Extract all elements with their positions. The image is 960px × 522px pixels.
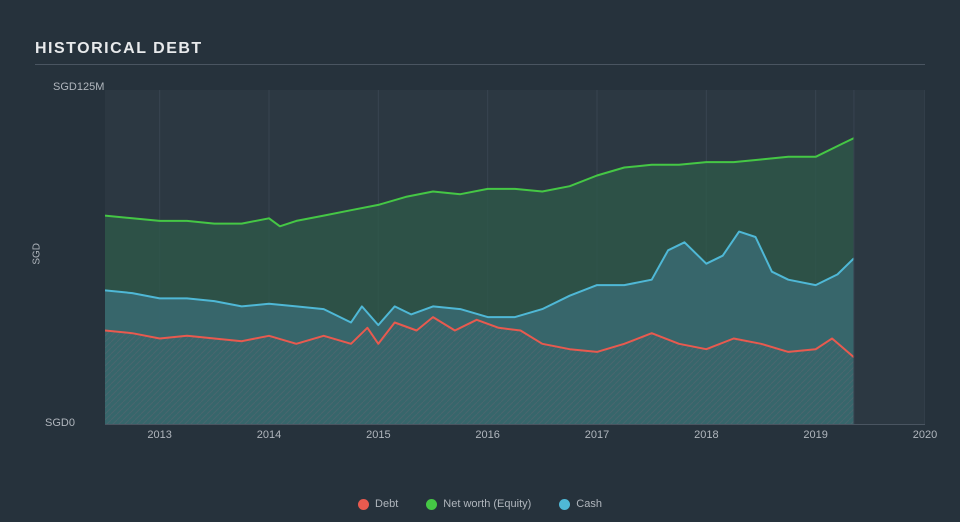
plot-area <box>105 90 925 425</box>
legend: Debt Net worth (Equity) Cash <box>0 498 960 510</box>
legend-item[interactable]: Net worth (Equity) <box>426 498 531 510</box>
legend-label: Debt <box>375 498 398 510</box>
x-tick: 2013 <box>147 429 171 441</box>
legend-item[interactable]: Debt <box>358 498 398 510</box>
x-ticks: 20132014201520162017201820192020 <box>105 429 925 447</box>
x-tick: 2016 <box>475 429 499 441</box>
legend-swatch <box>426 499 437 510</box>
chart-container: HISTORICAL DEBT SGD125M SGD0 SGD 2013 201… <box>0 0 960 522</box>
y-tick-top: SGD125M <box>53 81 104 93</box>
x-tick: 2017 <box>585 429 609 441</box>
chart-title: HISTORICAL DEBT <box>35 40 925 58</box>
x-tick: 2014 <box>257 429 281 441</box>
legend-label: Cash <box>576 498 602 510</box>
x-tick: 2019 <box>803 429 827 441</box>
legend-item[interactable]: Cash <box>559 498 602 510</box>
x-tick: 2015 <box>366 429 390 441</box>
title-divider <box>35 64 925 65</box>
chart-svg <box>105 90 925 424</box>
legend-label: Net worth (Equity) <box>443 498 531 510</box>
legend-swatch <box>559 499 570 510</box>
x-tick: 2018 <box>694 429 718 441</box>
legend-swatch <box>358 499 369 510</box>
x-tick: 2020 <box>913 429 937 441</box>
y-tick-bottom: SGD0 <box>45 417 75 429</box>
chart-wrap: SGD125M SGD0 SGD 20132014201520162017201… <box>45 85 925 455</box>
y-axis-label: SGD <box>32 243 43 265</box>
